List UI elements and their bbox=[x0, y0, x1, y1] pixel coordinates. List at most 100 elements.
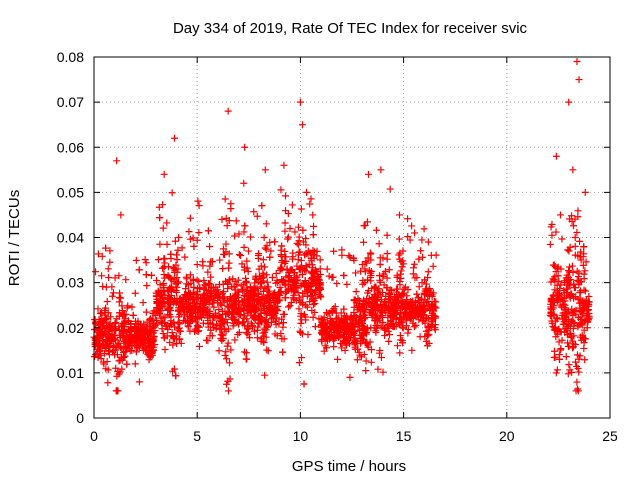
data-point bbox=[218, 215, 226, 223]
data-point bbox=[144, 331, 152, 339]
data-point bbox=[230, 305, 238, 313]
data-point bbox=[375, 240, 383, 248]
data-point bbox=[417, 313, 425, 321]
data-point bbox=[286, 302, 294, 310]
data-point bbox=[413, 290, 421, 298]
data-point bbox=[186, 271, 194, 279]
data-point bbox=[224, 339, 232, 347]
data-point bbox=[271, 317, 279, 325]
data-point bbox=[391, 299, 399, 307]
data-point bbox=[379, 368, 387, 376]
data-point bbox=[568, 305, 576, 313]
data-point bbox=[309, 246, 317, 254]
data-point bbox=[239, 287, 247, 295]
data-point bbox=[234, 288, 242, 296]
data-point bbox=[402, 316, 410, 324]
data-point bbox=[301, 283, 309, 291]
data-point bbox=[565, 361, 573, 369]
data-point bbox=[224, 303, 232, 311]
data-point bbox=[341, 346, 349, 354]
data-point bbox=[300, 380, 308, 388]
data-point bbox=[257, 314, 265, 322]
data-point bbox=[266, 253, 274, 261]
data-point bbox=[254, 254, 262, 262]
data-point bbox=[354, 322, 362, 330]
data-point bbox=[564, 309, 572, 317]
data-point bbox=[185, 228, 193, 236]
data-point bbox=[134, 344, 142, 352]
data-point bbox=[103, 298, 111, 306]
data-point bbox=[241, 143, 249, 151]
data-point bbox=[120, 311, 128, 319]
data-point bbox=[105, 342, 113, 350]
data-point bbox=[580, 270, 588, 278]
data-point bbox=[278, 315, 286, 323]
data-point bbox=[227, 346, 235, 354]
data-point bbox=[407, 301, 415, 309]
data-point bbox=[258, 202, 266, 210]
data-point bbox=[243, 286, 251, 294]
data-point bbox=[103, 314, 111, 322]
data-point bbox=[376, 278, 384, 286]
data-point bbox=[554, 330, 562, 338]
data-point bbox=[184, 323, 192, 331]
data-point bbox=[570, 319, 578, 327]
data-point bbox=[235, 230, 243, 238]
data-point bbox=[263, 278, 271, 286]
data-point bbox=[383, 284, 391, 292]
data-point bbox=[411, 298, 419, 306]
data-point bbox=[173, 251, 181, 259]
data-point bbox=[372, 317, 380, 325]
data-point bbox=[254, 293, 262, 301]
data-point bbox=[315, 291, 323, 299]
data-point bbox=[153, 277, 161, 285]
data-point bbox=[284, 210, 292, 218]
data-point bbox=[342, 338, 350, 346]
data-point bbox=[385, 337, 393, 345]
data-point bbox=[366, 269, 374, 277]
data-point bbox=[561, 297, 569, 305]
data-point bbox=[159, 314, 167, 322]
data-point bbox=[222, 310, 230, 318]
y-tick-label: 0.04 bbox=[57, 230, 84, 246]
data-point bbox=[288, 255, 296, 263]
data-point bbox=[215, 306, 223, 314]
data-point bbox=[427, 322, 435, 330]
data-point bbox=[94, 341, 102, 349]
y-tick-label: 0.03 bbox=[57, 275, 84, 291]
data-point bbox=[564, 339, 572, 347]
data-point bbox=[175, 234, 183, 241]
x-tick-label: 15 bbox=[396, 428, 412, 444]
data-point bbox=[161, 334, 169, 342]
data-point bbox=[98, 272, 106, 280]
data-point bbox=[570, 343, 578, 351]
data-point bbox=[175, 310, 183, 318]
data-point bbox=[247, 320, 255, 328]
y-axis-label: ROTI / TECUs bbox=[6, 190, 23, 286]
data-point bbox=[571, 234, 579, 242]
data-point bbox=[154, 287, 162, 295]
data-point bbox=[117, 211, 125, 219]
data-point bbox=[311, 323, 319, 331]
data-point bbox=[222, 240, 230, 248]
data-point bbox=[253, 334, 261, 342]
data-point bbox=[222, 348, 230, 356]
data-point bbox=[314, 273, 322, 281]
data-point bbox=[362, 367, 370, 375]
data-point bbox=[160, 271, 168, 279]
data-point bbox=[184, 318, 192, 326]
data-point bbox=[379, 272, 387, 280]
data-point bbox=[383, 231, 391, 239]
data-point bbox=[345, 327, 353, 335]
data-point bbox=[166, 304, 174, 312]
data-point bbox=[557, 345, 565, 353]
data-point bbox=[398, 291, 406, 299]
data-point bbox=[147, 271, 155, 279]
data-point bbox=[424, 332, 432, 340]
data-point bbox=[216, 256, 224, 264]
data-point bbox=[205, 296, 213, 304]
data-point bbox=[204, 268, 212, 276]
data-point bbox=[327, 332, 335, 340]
data-point bbox=[193, 290, 201, 298]
